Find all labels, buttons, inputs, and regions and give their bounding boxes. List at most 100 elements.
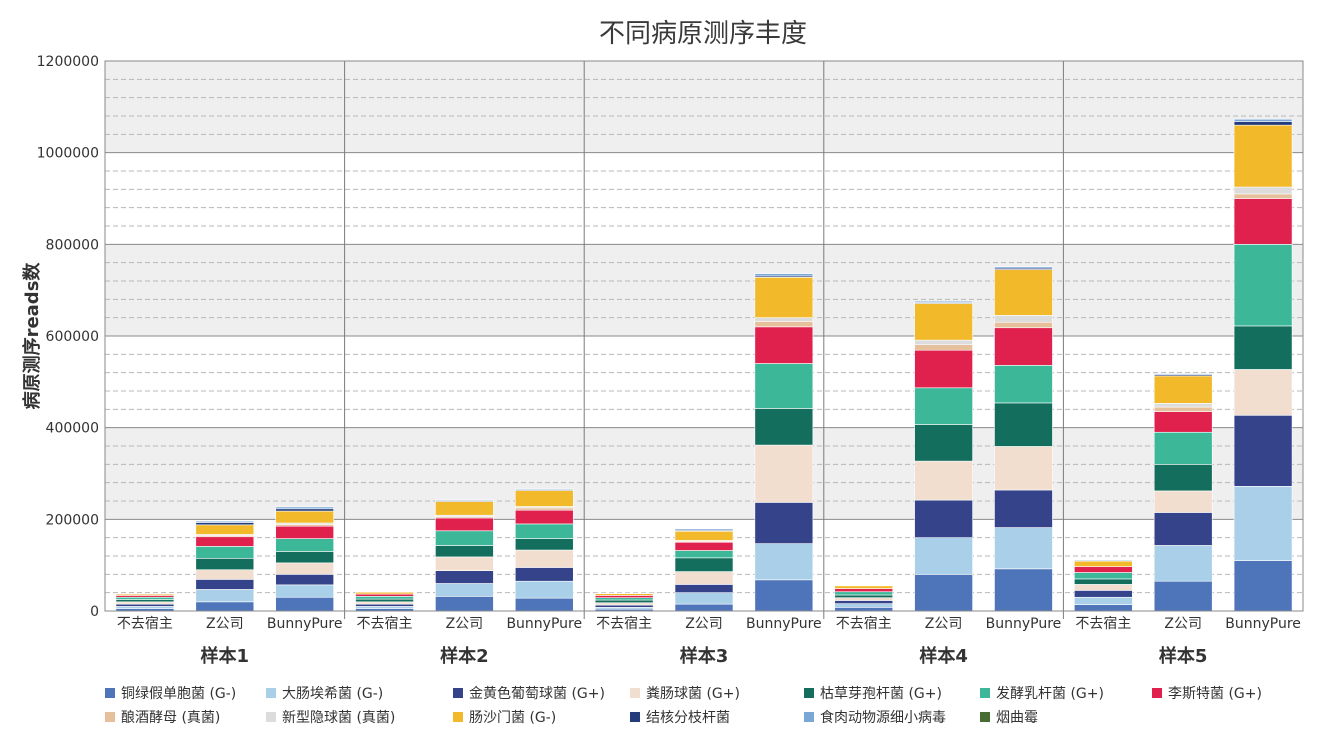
bar-segment: [914, 344, 973, 351]
plot-border: [104, 60, 1304, 612]
x-tick-label: 不去宿主: [1075, 615, 1131, 632]
bar-segment: [435, 583, 494, 597]
bar-segment: [1233, 369, 1293, 416]
legend-swatch: [453, 712, 463, 722]
bar-segment: [914, 303, 973, 341]
bar-segment: [1153, 375, 1213, 404]
bar-segment: [994, 446, 1053, 491]
group-label: 样本3: [680, 645, 729, 667]
bar-segment: [115, 599, 175, 603]
legend-label: 新型隐球菌 (真菌): [282, 710, 395, 726]
bar-segment: [594, 599, 654, 604]
bar-segment: [1233, 486, 1293, 561]
bar-segment: [1153, 411, 1213, 433]
bar-segment: [914, 460, 973, 501]
bar-segment: [1153, 373, 1213, 375]
x-axis-group-labels: 样本1 样本2 样本3 样本4 样本5: [201, 645, 1208, 667]
x-tick-label: 不去宿主: [596, 615, 652, 632]
bar-segment: [1233, 124, 1293, 188]
bar-segment: [1153, 406, 1213, 412]
bar-segment: [435, 501, 494, 516]
bar-segment: [914, 339, 973, 346]
chart-title: 不同病原测序丰度: [599, 19, 807, 49]
bar-segment: [754, 543, 814, 581]
y-tick-label: 200000: [46, 512, 99, 528]
x-tick-label: 不去宿主: [836, 615, 892, 632]
bar-segment: [1233, 118, 1293, 122]
bar-segment: [994, 266, 1053, 269]
x-tick-label: BunnyPure: [267, 616, 343, 632]
legend-swatch: [980, 712, 990, 722]
legend-swatch: [453, 688, 463, 698]
bar-segment: [994, 527, 1053, 570]
bar-segment: [514, 509, 574, 525]
bar-segment: [914, 537, 973, 575]
bar-segment: [674, 603, 734, 612]
bar-segment: [754, 321, 814, 328]
bar-segment: [1074, 596, 1133, 605]
x-tick-label: Z公司: [1164, 616, 1202, 632]
bar-segment: [435, 556, 494, 571]
bar-segment: [834, 591, 894, 596]
legend: 铜绿假单胞菌 (G-) 大肠埃希菌 (G-) 金黄色葡萄球菌 (G+) 粪肠球菌 (G…: [105, 685, 1262, 726]
bar-segment: [1074, 604, 1133, 612]
bar-segment: [275, 506, 334, 510]
bar-segment: [994, 402, 1053, 447]
legend-swatch: [980, 688, 990, 698]
x-tick-label: Z公司: [446, 616, 484, 632]
bar-segment: [514, 488, 574, 490]
bar-segment: [914, 349, 973, 389]
bar-segment: [1233, 414, 1293, 487]
legend-swatch: [266, 712, 276, 722]
bar-segment: [834, 585, 894, 589]
bar-segment: [514, 549, 574, 568]
bar-segment: [275, 508, 334, 512]
plot-band: [105, 61, 1303, 153]
bar-segment: [275, 551, 334, 564]
bar-segment: [674, 550, 734, 559]
legend-label: 食肉动物源细小病毒: [820, 709, 946, 726]
plot-band: [105, 336, 1303, 428]
legend-swatch: [630, 688, 640, 698]
bar-segment: [275, 510, 334, 524]
x-axis-method-labels: 不去宿主 Z公司 BunnyPure 不去宿主 Z公司 BunnyPure 不去宿主 Z公司 B…: [117, 615, 1301, 632]
bar-segment: [195, 557, 255, 571]
plot-frame: [104, 60, 1304, 612]
bar-segment: [195, 569, 255, 580]
bar-segment: [1074, 590, 1133, 598]
legend-label: 铜绿假单胞菌 (G-): [121, 686, 236, 702]
bar-segment: [994, 327, 1053, 366]
bar-segment: [754, 408, 814, 446]
bar-segment: [355, 601, 414, 605]
bar-segment: [115, 596, 175, 600]
group-separators: [344, 61, 1064, 619]
bar-segment: [514, 567, 574, 582]
bar-segment: [674, 584, 734, 593]
group-label: 样本5: [1159, 645, 1208, 667]
legend-label: 结核分枝杆菌: [646, 710, 730, 726]
bar-segment: [195, 522, 255, 526]
y-tick-label: 600000: [46, 329, 99, 345]
y-axis-ticks: 0 200000 400000 600000 800000 1000000 1200000: [37, 54, 99, 620]
bar-segment: [1153, 464, 1213, 492]
bar-segment: [834, 588, 894, 593]
bar-segment: [834, 607, 894, 612]
legend-label: 李斯特菌 (G+): [1168, 686, 1262, 702]
bar-segment: [355, 606, 414, 610]
legend-swatch: [804, 688, 814, 698]
bar-segment: [355, 603, 414, 607]
legend-label: 大肠埃希菌 (G-): [282, 686, 383, 702]
y-tick-label: 400000: [46, 421, 99, 437]
bar-segment: [435, 545, 494, 558]
bar-segment: [514, 490, 574, 507]
legend-swatch: [105, 712, 115, 722]
group-label: 样本1: [201, 645, 250, 667]
bar-segment: [1233, 193, 1293, 199]
legend-label: 发酵乳杆菌 (G+): [996, 686, 1104, 702]
legend-swatch: [804, 712, 814, 722]
bar-segment: [195, 524, 255, 535]
bar-segment: [754, 363, 814, 409]
bar-segment: [994, 269, 1053, 316]
legend-swatch: [630, 712, 640, 722]
bar-segment: [115, 603, 175, 607]
